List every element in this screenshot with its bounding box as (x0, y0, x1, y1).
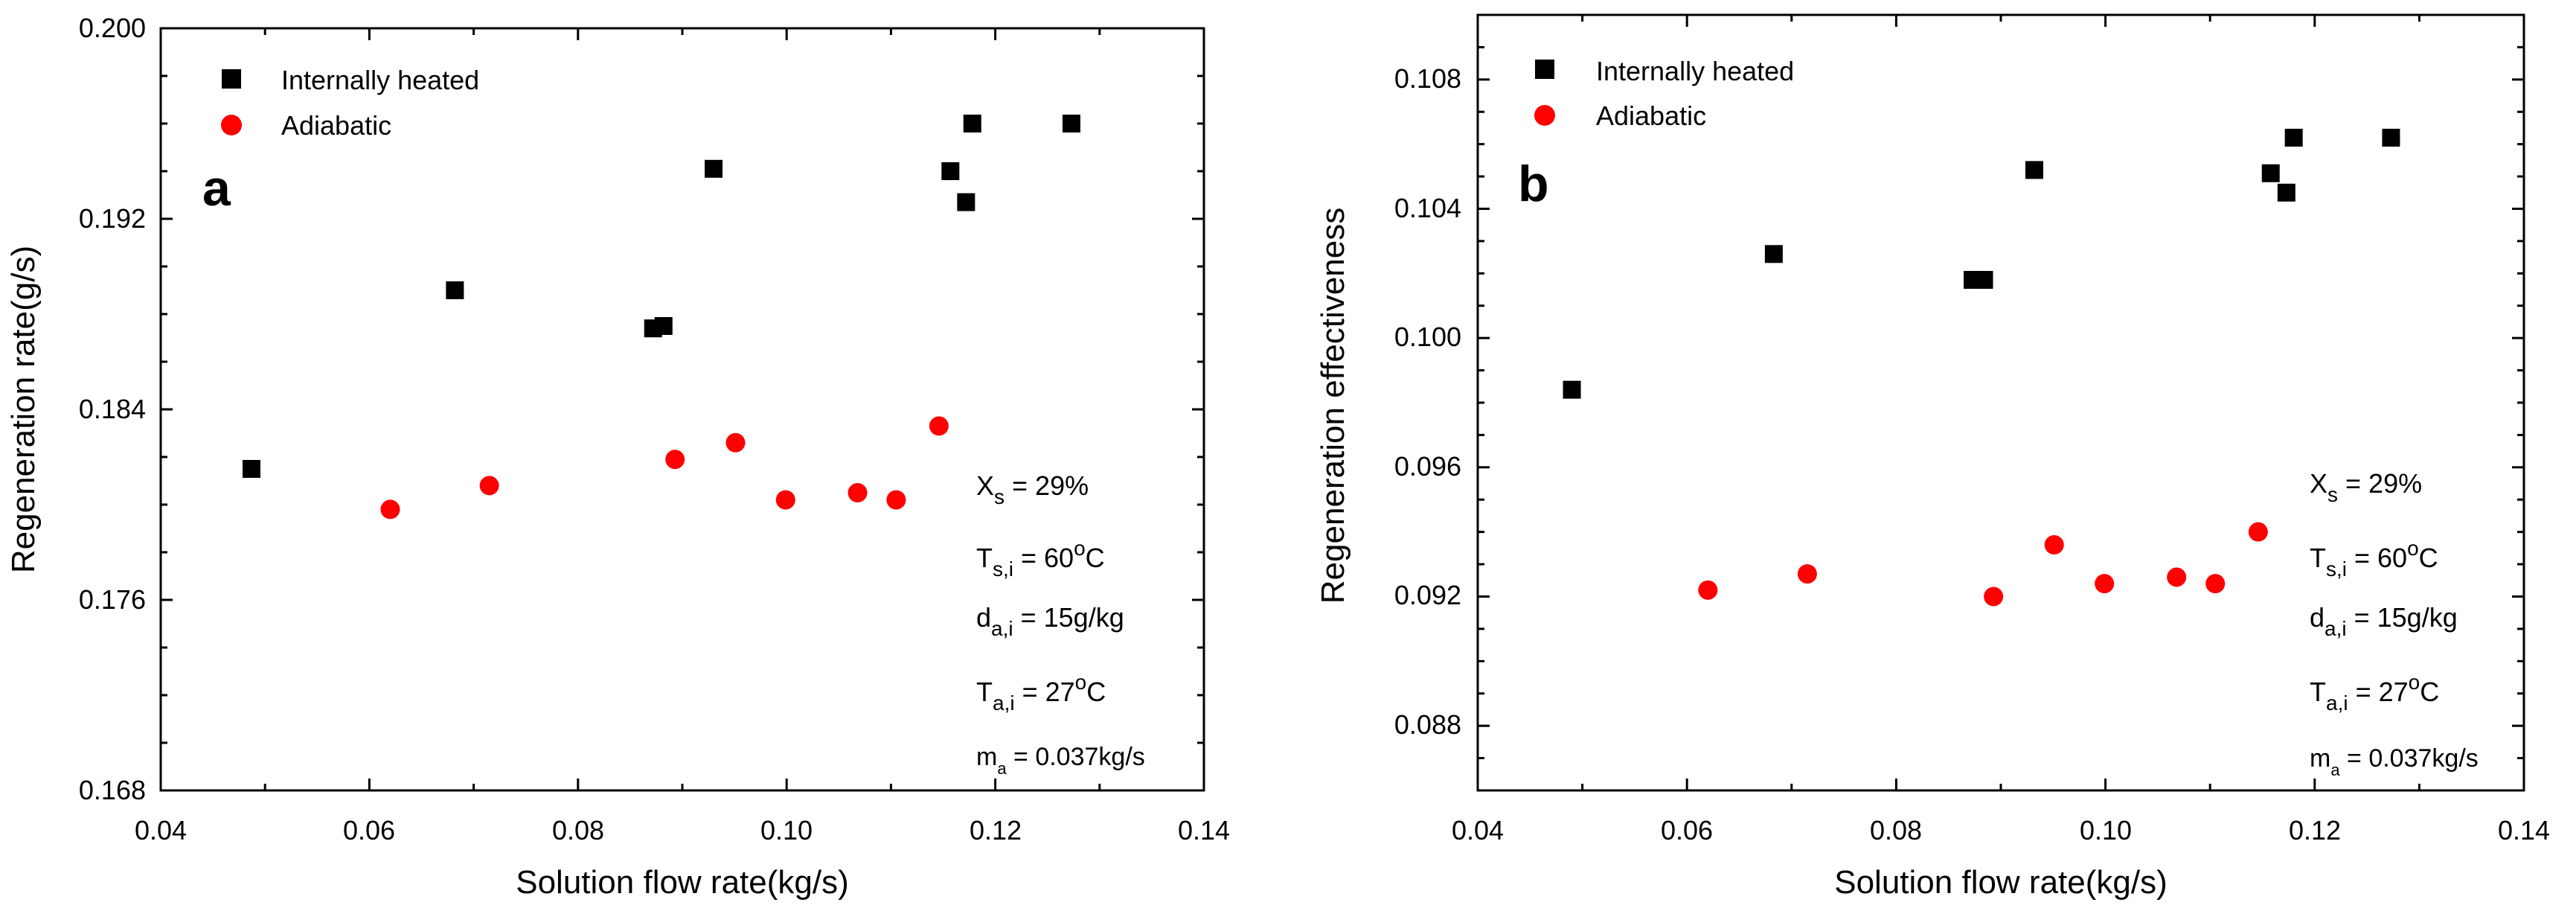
panel-a-ytick-label: 0.176 (79, 584, 146, 615)
panel-b-point-internally-heated (2277, 183, 2295, 202)
panel-b-y-axis-title: Regeneration effectiveness (1315, 208, 1351, 604)
panel-b-label: b (1518, 156, 1549, 212)
annotation-air-inlet-humidity: da,i = 15g/kg (2310, 602, 2458, 640)
panel-b-ytick-label: 0.096 (1394, 451, 1461, 482)
panel-a-point-internally-heated (705, 159, 723, 178)
panel-b-xtick-label: 0.14 (2498, 815, 2550, 846)
panel-a-point-internally-heated (957, 193, 975, 211)
panel-b-legend-adiabatic: Adiabatic (1596, 100, 1706, 131)
panel-a-point-adiabatic (380, 499, 400, 520)
panel-a-conditions-annotation: Xs = 29% Ts,i = 60oC da,i = 15g/kg Ta,i … (976, 470, 1145, 778)
panel-a-point-internally-heated (1062, 115, 1080, 132)
annotation-solution-inlet-temperature: Ts,i = 60oC (976, 537, 1105, 581)
panel-a-point-internally-heated (963, 115, 981, 132)
panel-a-xtick-label: 0.12 (970, 815, 1022, 846)
annotation-air-inlet-temperature: Ta,i = 27oC (976, 671, 1106, 715)
panel-b-point-internally-heated (1563, 380, 1581, 399)
panel-b-xtick-label: 0.04 (1452, 815, 1504, 846)
panel-b-legend-internally-heated: Internally heated (1596, 56, 1794, 86)
panel-b-point-internally-heated (2261, 164, 2280, 182)
panel-a-point-adiabatic (665, 450, 685, 470)
annotation-air-inlet-temperature: Ta,i = 27oC (2310, 671, 2439, 715)
panel-b-x-axis-title: Solution flow rate(kg/s) (1834, 864, 2168, 901)
panel-b-point-internally-heated (2284, 128, 2303, 147)
panel-a-xtick-label: 0.10 (760, 815, 813, 846)
annotation-air-mass-flow: ma = 0.037kg/s (2310, 744, 2479, 779)
annotation-solution-concentration: Xs = 29% (2310, 468, 2422, 506)
panel-b-data-points (1563, 128, 2400, 607)
legend-circle-marker (221, 115, 242, 135)
panel-a-ticks (159, 27, 1205, 792)
panel-b-point-adiabatic (2248, 522, 2268, 542)
panel-b-point-adiabatic (2044, 535, 2064, 555)
panel-b-xtick-label: 0.10 (2080, 815, 2132, 846)
panel-a-ytick-label: 0.200 (79, 13, 146, 43)
panel-a-point-adiabatic (725, 432, 746, 453)
panel-a-point-adiabatic (479, 476, 499, 496)
panel-b-ytick-label: 0.092 (1394, 580, 1461, 610)
panel-a-point-internally-heated (654, 317, 673, 335)
panel-a-ytick-label: 0.184 (79, 394, 146, 424)
panel-a-legend: Internally heated Adiabatic (221, 65, 479, 141)
panel-b-point-internally-heated (1975, 271, 1993, 290)
panel-a-data-points (242, 115, 1080, 520)
panel-b-point-adiabatic (1797, 564, 1817, 584)
panel-b-plot-frame (1476, 13, 2525, 792)
panel-a-x-axis-title: Solution flow rate(kg/s) (516, 864, 849, 901)
annotation-solution-inlet-temperature: Ts,i = 60oC (2310, 537, 2438, 581)
panel-b-point-internally-heated (1764, 245, 1783, 263)
panel-b-point-adiabatic (2095, 574, 2115, 594)
panel-b-ticks (1476, 13, 2525, 792)
annotation-air-inlet-humidity: da,i = 15g/kg (976, 602, 1124, 640)
panel-a-legend-adiabatic: Adiabatic (281, 110, 391, 141)
panel-a-xtick-label: 0.08 (552, 815, 604, 846)
panel-b-ytick-label: 0.100 (1394, 322, 1461, 352)
panel-b-conditions-annotation: Xs = 29% Ts,i = 60oC da,i = 15g/kg Ta,i … (2310, 468, 2479, 779)
panel-b-point-internally-heated (2025, 161, 2043, 179)
panel-b-point-adiabatic (2205, 574, 2226, 594)
panel-a-point-adiabatic (929, 416, 949, 436)
panel-a-xtick-label: 0.14 (1178, 815, 1230, 846)
panel-a-legend-internally-heated: Internally heated (281, 65, 479, 95)
panel-a-xtick-label: 0.04 (135, 815, 187, 846)
panel-a-point-adiabatic (775, 490, 795, 510)
legend-square-marker (222, 69, 241, 89)
panel-b-ytick-label: 0.104 (1394, 193, 1461, 223)
annotation-solution-concentration: Xs = 29% (976, 470, 1089, 508)
panel-b-xtick-label: 0.12 (2289, 815, 2341, 846)
panel-b-point-adiabatic (2167, 567, 2187, 587)
panel-a-point-adiabatic (848, 483, 868, 502)
legend-square-marker (1535, 60, 1554, 79)
panel-a-ytick-label: 0.168 (79, 775, 146, 805)
panel-a-point-internally-heated (242, 460, 260, 478)
annotation-air-mass-flow: ma = 0.037kg/s (976, 743, 1145, 778)
panel-b-xtick-label: 0.08 (1870, 815, 1922, 846)
panel-a-point-adiabatic (886, 490, 906, 510)
panel-a-y-axis-title: Regeneration rate(g/s) (5, 246, 42, 573)
panel-a-label: a (202, 160, 231, 217)
panel-b-point-adiabatic (1984, 586, 2004, 607)
legend-circle-marker (1534, 105, 1555, 126)
panel-b-ytick-label: 0.088 (1394, 709, 1461, 740)
panel-b-xtick-label: 0.06 (1661, 815, 1713, 846)
panel-a-regeneration-rate: 0.04 0.06 0.08 0.10 0.12 0.14 0.168 0.17… (5, 13, 1230, 901)
panel-b-ytick-label: 0.108 (1394, 63, 1461, 94)
panel-b-point-internally-heated (2382, 128, 2400, 147)
panel-a-ytick-label: 0.192 (79, 203, 146, 234)
panel-b-regeneration-effectiveness: 0.04 0.06 0.08 0.10 0.12 0.14 0.088 0.09… (1315, 13, 2550, 901)
panel-b-point-adiabatic (1698, 580, 1718, 600)
panel-b-legend: Internally heated Adiabatic (1534, 56, 1794, 131)
panel-a-point-internally-heated (446, 281, 464, 299)
panel-a-xtick-label: 0.06 (343, 815, 395, 846)
panel-a-point-internally-heated (941, 162, 960, 180)
